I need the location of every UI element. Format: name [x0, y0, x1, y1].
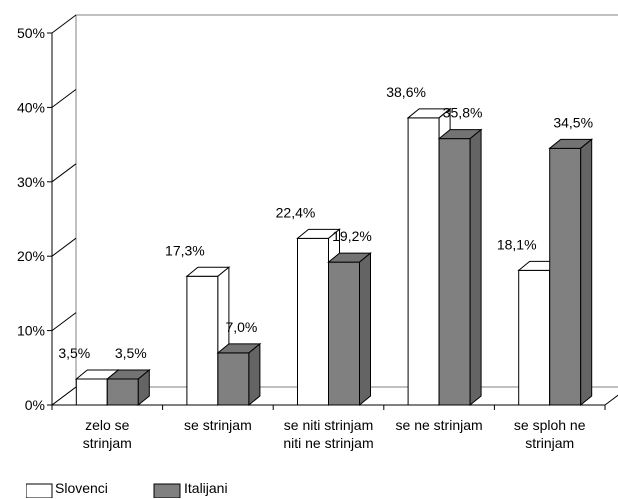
bar-side-face	[580, 138, 593, 407]
legend-label-slovenci: Slovenci	[55, 480, 108, 496]
bar-front-face	[438, 138, 471, 406]
legend: Slovenci Italijani	[26, 480, 228, 498]
y-tick-depth	[51, 14, 77, 34]
bar-side-face	[359, 252, 371, 407]
bar-front-face	[518, 269, 551, 406]
legend-label-italijani: Italijani	[184, 480, 228, 496]
bar-italijani	[216, 342, 262, 407]
x-category-label: se niti strinjam niti ne strinjam	[283, 417, 373, 451]
bars	[74, 107, 594, 407]
data-label-slovenci: 17,3%	[165, 242, 205, 258]
bar-side-face	[248, 342, 261, 407]
bar-front-face	[297, 237, 329, 406]
y-tick-depth	[51, 237, 77, 257]
x-category-label: se sploh ne strinjam	[514, 417, 586, 451]
x-category-label: se ne strinjam	[396, 417, 483, 433]
bar-front-face	[407, 117, 440, 406]
bar-italijani	[105, 368, 151, 407]
y-tick-label: 20%	[17, 248, 45, 264]
bar-front-face	[328, 261, 360, 406]
x-axis: zelo se strinjam se strinjam se niti strinj…	[51, 404, 606, 451]
chart-floor-right-edge	[604, 394, 618, 406]
bar-italijani	[437, 128, 483, 407]
x-category-label: zelo se strinjam	[83, 417, 132, 451]
data-label-italijani: 34,5%	[553, 114, 593, 130]
bar-side-face	[137, 368, 150, 407]
y-tick-depth	[51, 89, 77, 108]
bar-italijani	[327, 252, 372, 407]
y-tick-depth	[51, 163, 77, 183]
y-axis: 0% 10% 20% 30% 40% 50%	[17, 14, 77, 413]
bar-front-face	[106, 378, 139, 406]
data-label-slovenci: 38,6%	[386, 84, 426, 100]
bar-front-face	[75, 378, 108, 406]
data-label-slovenci: 18,1%	[497, 236, 537, 252]
y-tick-label: 40%	[17, 99, 45, 115]
data-label-slovenci: 3,5%	[58, 345, 90, 361]
y-tick-label: 50%	[17, 25, 45, 41]
y-tick-label: 30%	[17, 174, 45, 190]
y-tick-label: 10%	[17, 323, 45, 339]
data-label-italijani: 7,0%	[225, 319, 257, 335]
legend-swatch-italijani	[153, 483, 181, 498]
data-label-italijani: 3,5%	[115, 345, 147, 361]
bar-front-face	[549, 147, 582, 406]
data-label-italijani: 35,8%	[443, 105, 483, 121]
bar-front-face	[217, 352, 250, 406]
bar-italijani	[548, 138, 594, 407]
bar-front-face	[186, 275, 219, 406]
y-tick-depth	[51, 312, 77, 332]
data-label-slovenci: 22,4%	[276, 204, 316, 220]
legend-swatch-slovenci	[26, 483, 53, 498]
bar-side-face	[469, 128, 482, 407]
data-label-italijani: 19,2%	[332, 228, 372, 244]
x-category-label: se strinjam	[184, 417, 252, 433]
data-labels: 3,5% 3,5% 17,3% 7,0% 22,4% 19,2% 38,6% 35,8% 18,…	[58, 84, 593, 361]
y-tick-depth	[51, 386, 77, 406]
y-tick-label: 0%	[25, 397, 45, 413]
